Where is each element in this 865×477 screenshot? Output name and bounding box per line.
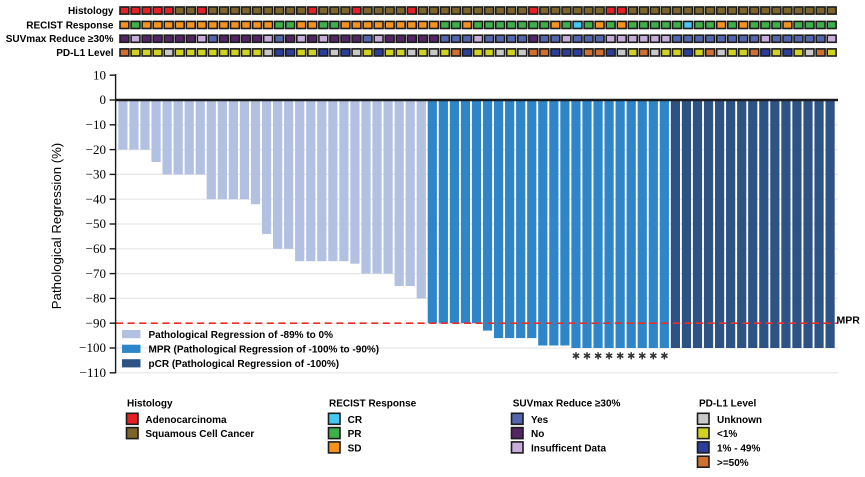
svg-text:−40: −40 [86,191,106,206]
svg-text:Pathological Regression (%): Pathological Regression (%) [49,143,64,309]
svg-text:Histology: Histology [127,399,173,410]
svg-text:PD-L1 Level: PD-L1 Level [699,399,756,410]
svg-text:RECIST Response: RECIST Response [329,399,417,410]
svg-text:−60: −60 [86,241,106,256]
svg-text:Histology: Histology [68,6,114,17]
svg-text:RECIST Response: RECIST Response [26,20,114,31]
svg-text:Yes: Yes [531,415,549,426]
svg-text:0: 0 [100,92,107,107]
svg-text:Insufficent Data: Insufficent Data [531,444,606,455]
svg-text:SD: SD [348,444,362,455]
svg-text:CR: CR [348,415,363,426]
svg-text:−50: −50 [86,216,106,231]
svg-text:pCR (Pathological Regression o: pCR (Pathological Regression of -100%) [149,359,340,370]
svg-text:−90: −90 [86,315,106,330]
svg-text:−100: −100 [79,340,106,355]
svg-text:>=50%: >=50% [717,458,749,469]
svg-text:Unknown: Unknown [717,415,762,426]
svg-text:No: No [531,429,544,440]
svg-text:−70: −70 [86,266,106,281]
svg-text:−80: −80 [86,291,106,306]
svg-text:−20: −20 [86,142,106,157]
svg-text:PR: PR [348,429,363,440]
svg-text:SUVmax Reduce ≥30%: SUVmax Reduce ≥30% [513,399,621,410]
svg-text:MPR: MPR [837,315,861,327]
svg-text:PD-L1 Level: PD-L1 Level [56,48,113,59]
svg-text:SUVmax Reduce ≥30%: SUVmax Reduce ≥30% [6,34,114,45]
svg-text:Pathological Regression of -89: Pathological Regression of -89% to 0% [149,330,334,341]
svg-text:Squamous Cell Cancer: Squamous Cell Cancer [145,429,254,440]
svg-text:1% - 49%: 1% - 49% [717,444,760,455]
svg-text:Adenocarcinoma: Adenocarcinoma [145,415,227,426]
svg-text:<1%: <1% [717,429,737,440]
svg-text:MPR (Pathological Regression o: MPR (Pathological Regression of -100% to… [149,345,380,356]
svg-text:−10: −10 [86,117,106,132]
svg-text:10: 10 [93,67,106,82]
svg-text:−30: −30 [86,167,106,182]
svg-text:−110: −110 [80,365,106,380]
